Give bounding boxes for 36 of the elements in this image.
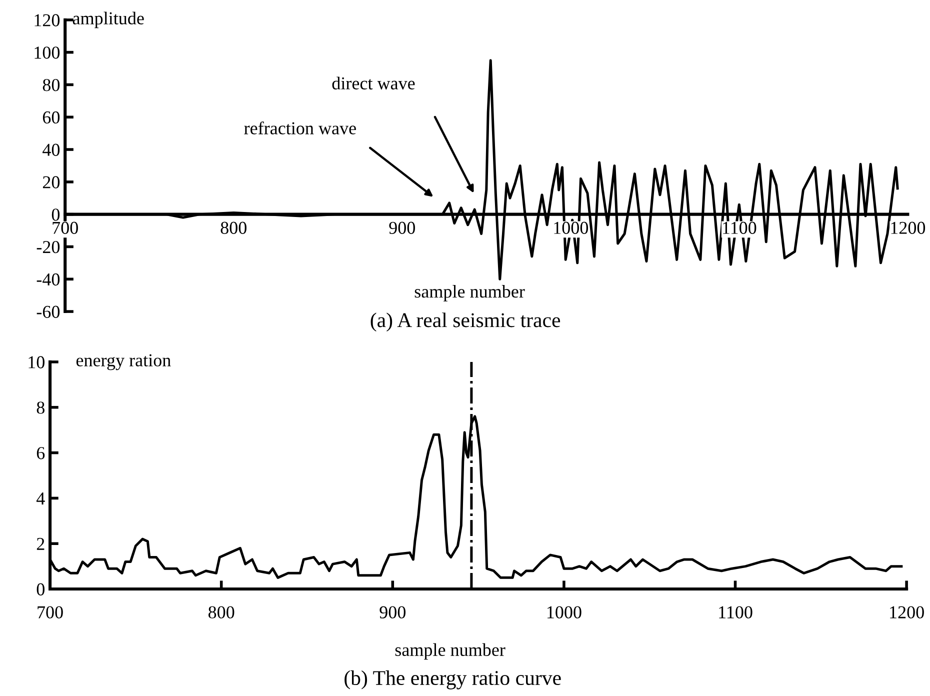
y-tick-label: 10 (28, 356, 44, 368)
annotation: refraction wave (244, 121, 356, 134)
x-tick-label: 1200 (891, 222, 926, 234)
x-axis-title: sample number (395, 643, 506, 660)
y-tick-label: 120 (34, 14, 60, 26)
x-tick-label: 1000 (554, 222, 588, 234)
x-tick-label: 1100 (723, 222, 756, 234)
x-tick-label: 700 (52, 222, 78, 234)
x-axis-title: sample number (414, 284, 525, 302)
text: (b) The energy ratio curve (344, 670, 561, 690)
x-tick-label: 1100 (719, 606, 752, 618)
x-tick-label: 900 (389, 222, 415, 234)
y-tick-label: 4 (36, 492, 45, 504)
annotation: direct wave (332, 76, 415, 90)
text: (a) A real seismic trace (370, 312, 560, 332)
y-tick-label: 20 (42, 176, 60, 188)
x-tick-label: 900 (380, 606, 406, 618)
y-tick-label: 80 (42, 78, 60, 92)
x-tick-label: 700 (38, 606, 63, 618)
y-tick-label: 0 (52, 208, 60, 221)
y-tick-label: 2 (36, 538, 44, 550)
x-tick-label: 1200 (890, 606, 924, 618)
y-tick-label: 8 (36, 402, 44, 414)
y-axis-title: amplitude (72, 12, 144, 28)
y-tick-label: -40 (36, 273, 60, 286)
y-tick-label: 60 (42, 111, 60, 124)
y-tick-label: 40 (42, 144, 60, 156)
y-tick-label: 100 (34, 46, 60, 59)
y-tick-label: -20 (36, 240, 60, 254)
y-tick-label: -60 (36, 306, 60, 318)
y-tick-label: 0 (36, 583, 44, 596)
y-tick-label: 6 (36, 447, 45, 460)
x-tick-label: 1000 (547, 606, 582, 618)
x-tick-label: 800 (220, 222, 246, 234)
y-axis-title: energy ration (76, 354, 171, 370)
x-tick-label: 800 (208, 606, 234, 618)
